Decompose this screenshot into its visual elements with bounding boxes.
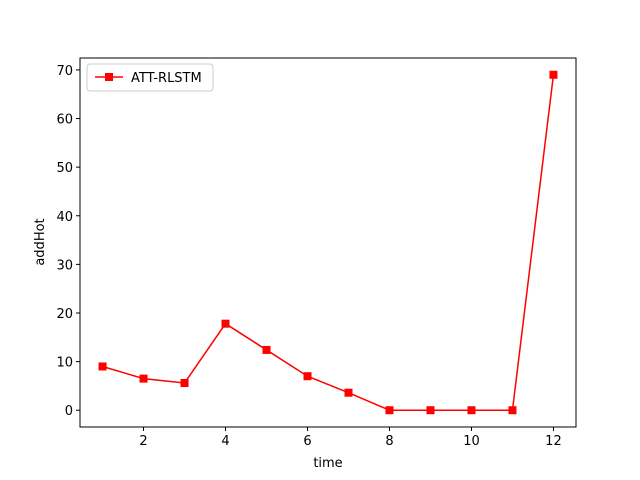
legend: ATT-RLSTM [86,63,214,92]
y-tick-label: 40 [56,210,73,225]
series-layer [98,70,558,415]
y-tick-label: 30 [56,258,73,273]
data-point-marker [344,388,353,397]
x-tick-label: 4 [221,434,229,449]
data-point-marker [385,406,394,415]
y-tick-label: 0 [65,404,73,419]
data-point-marker [508,406,517,415]
ticks-layer: 2 4 6 8 10 12 0 10 20 30 40 50 60 70 [56,64,561,449]
axes-frame [79,57,577,428]
legend-marker-swatch [105,73,113,81]
data-point-marker [221,319,230,328]
plot-area [80,58,576,427]
x-tick-label: 10 [463,434,480,449]
legend-box [86,63,214,92]
data-point-marker [180,379,189,388]
y-tick-label: 70 [56,64,73,79]
y-tick-label: 20 [56,307,73,322]
y-axis-label: addHot [33,218,48,265]
y-tick-label: 60 [56,113,73,128]
x-tick-label: 2 [139,434,147,449]
data-point-marker [426,406,435,415]
y-tick-label: 50 [56,161,73,176]
data-point-marker [98,362,107,371]
x-tick-label: 6 [303,434,311,449]
data-point-marker [303,372,312,381]
y-tick-label: 10 [56,356,73,371]
data-point-marker [549,70,558,79]
x-tick-label: 8 [385,434,393,449]
x-axis-label: time [313,456,342,471]
data-point-marker [262,345,271,354]
data-point-marker [139,374,148,383]
x-tick-label: 12 [545,434,562,449]
legend-label: ATT-RLSTM [131,71,202,86]
data-point-marker [467,406,476,415]
series-line [102,74,555,411]
